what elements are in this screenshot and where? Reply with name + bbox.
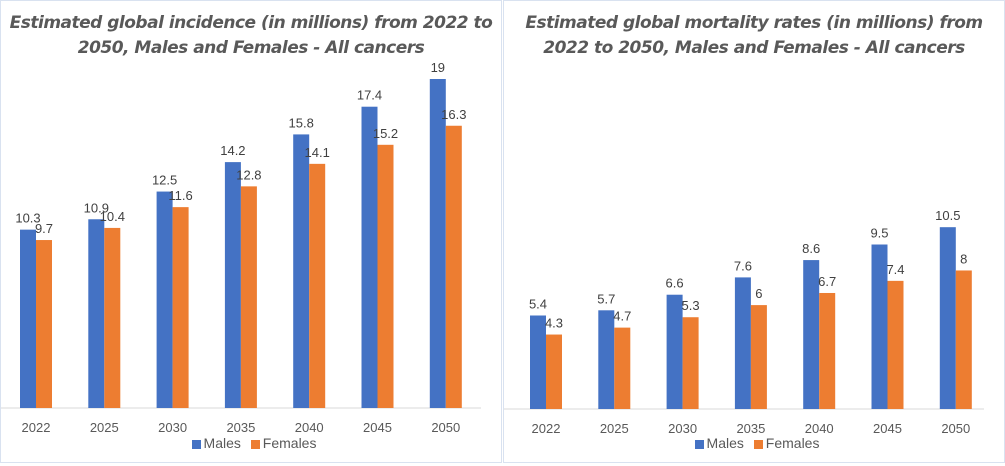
- bar-females-2045: [377, 144, 394, 409]
- bar-males-2040: [293, 134, 310, 408]
- data-label: 5.7: [597, 291, 615, 306]
- x-tick-label: 2035: [226, 420, 255, 435]
- data-label: 6.7: [818, 274, 836, 289]
- bar-males-2022: [20, 229, 36, 408]
- chart-title: Estimated global mortality rates (in mil…: [525, 13, 983, 58]
- x-tick-label: 2022: [532, 421, 561, 436]
- bar-females-2040: [819, 292, 836, 409]
- data-label: 10.3: [15, 211, 40, 226]
- legend-label-females: Females: [262, 435, 317, 451]
- legend-swatch-females: [753, 439, 763, 449]
- data-label: 9.7: [35, 221, 53, 236]
- legend: Males Females: [504, 435, 1004, 451]
- bar-females-2025: [104, 227, 121, 408]
- x-tick-label: 2050: [941, 421, 970, 436]
- bar-females-2030: [682, 317, 699, 409]
- incidence-plot: 10.39.7 2022 10.910.4 2025 12.511.6 2030 14.2 1…: [1, 60, 481, 435]
- data-label: 10.4: [100, 209, 125, 224]
- data-label: 8: [960, 251, 967, 266]
- data-label: 6.6: [666, 276, 684, 291]
- data-label: 5.3: [682, 298, 700, 313]
- x-tick-label: 2025: [90, 420, 119, 435]
- incidence-chart: Estimated global incidence (in millions)…: [0, 0, 502, 463]
- x-tick-label: 2035: [736, 421, 765, 436]
- data-label: 10.9: [84, 200, 109, 215]
- x-tick-label: 2030: [668, 421, 697, 436]
- x-tick-label: 2040: [805, 421, 834, 436]
- data-label: 12.8: [236, 167, 261, 182]
- bar-females-2022: [36, 240, 52, 408]
- x-tick-label: 2045: [873, 421, 902, 436]
- bar-females-2045: [887, 280, 904, 409]
- legend-label-males: Males: [203, 435, 241, 451]
- bar-females-2035: [750, 305, 767, 409]
- chart-title: Estimated global incidence (in millions)…: [9, 13, 493, 58]
- bar-males-2025: [88, 219, 105, 408]
- bar-males-2025: [598, 310, 615, 409]
- data-label: 16.3: [441, 107, 466, 122]
- data-label: 19: [431, 60, 445, 75]
- data-label: 4.7: [613, 309, 631, 324]
- data-label: 7.4: [886, 262, 904, 277]
- x-tick-label: 2050: [431, 420, 460, 435]
- mortality-chart: Estimated global mortality rates (in mil…: [503, 0, 1005, 463]
- data-label: 10.5: [935, 208, 960, 223]
- bar-females-2025: [614, 327, 631, 409]
- data-label: 14.2: [220, 143, 245, 158]
- bar-females-2030: [172, 207, 189, 408]
- data-label: 9.5: [870, 226, 888, 241]
- x-tick-label: 2045: [363, 420, 392, 435]
- bar-females-2022: [546, 334, 562, 409]
- data-label: 12.5: [152, 173, 177, 188]
- bar-females-2035: [240, 186, 257, 408]
- bar-males-2045: [871, 244, 888, 409]
- bar-males-2050: [939, 227, 956, 409]
- bar-males-2022: [530, 315, 546, 409]
- bar-males-2030: [156, 191, 173, 408]
- data-label: 6: [755, 286, 762, 301]
- bar-males-2045: [361, 106, 378, 408]
- bar-females-2050: [955, 270, 972, 409]
- legend-label-females: Females: [765, 435, 820, 451]
- bar-females-2040: [309, 163, 326, 408]
- data-label: 4.3: [545, 316, 563, 331]
- bar-males-2040: [803, 260, 820, 409]
- x-tick-label: 2022: [22, 420, 51, 435]
- bar-males-2050: [429, 79, 446, 408]
- data-label: 14.1: [305, 145, 330, 160]
- x-tick-label: 2025: [600, 421, 629, 436]
- bar-males-2030: [666, 294, 683, 409]
- legend-label-males: Males: [706, 435, 744, 451]
- legend: Males Females: [1, 435, 501, 451]
- legend-swatch-males: [191, 439, 201, 449]
- data-label: 15.8: [289, 115, 314, 130]
- bar-males-2035: [734, 277, 751, 409]
- data-label: 11.6: [168, 188, 192, 203]
- data-label: 8.6: [802, 241, 820, 256]
- data-label: 17.4: [357, 88, 382, 103]
- data-label: 5.4: [529, 296, 547, 311]
- x-tick-label: 2040: [295, 420, 324, 435]
- data-label: 7.6: [734, 258, 752, 273]
- bar-males-2035: [224, 162, 241, 408]
- data-label: 15.2: [373, 126, 398, 141]
- legend-swatch-females: [250, 439, 260, 449]
- mortality-plot: 5.4 4.3 2022 5.7 4.7 2025 6.6 5.3 2030 7.66 2035 8.…: [504, 208, 984, 436]
- bar-females-2050: [445, 125, 462, 409]
- x-tick-label: 2030: [158, 420, 187, 435]
- legend-swatch-males: [694, 439, 704, 449]
